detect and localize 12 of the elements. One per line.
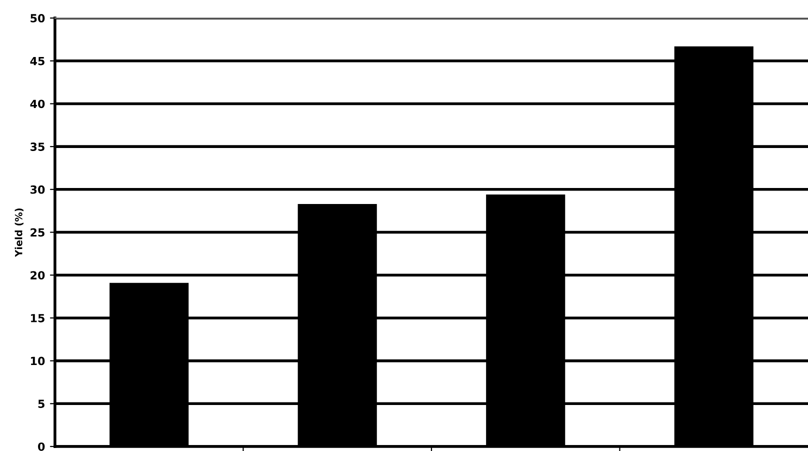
y-tick-label: 45: [30, 57, 44, 66]
y-tick-label: 20: [30, 271, 45, 280]
y-tick-label: 15: [31, 314, 44, 322]
y-tick-label: 5: [38, 400, 44, 408]
y-tick-label: 10: [31, 356, 45, 366]
y-tick-label: 0: [38, 442, 45, 451]
y-tick-label: 25: [30, 228, 44, 237]
y-axis-title: Yield (%): [14, 208, 24, 257]
y-tick-label: 50: [30, 14, 45, 22]
y-tick-label: 40: [30, 100, 45, 108]
y-tick-label: 30: [30, 185, 45, 194]
y-tick-label: 35: [30, 142, 44, 151]
